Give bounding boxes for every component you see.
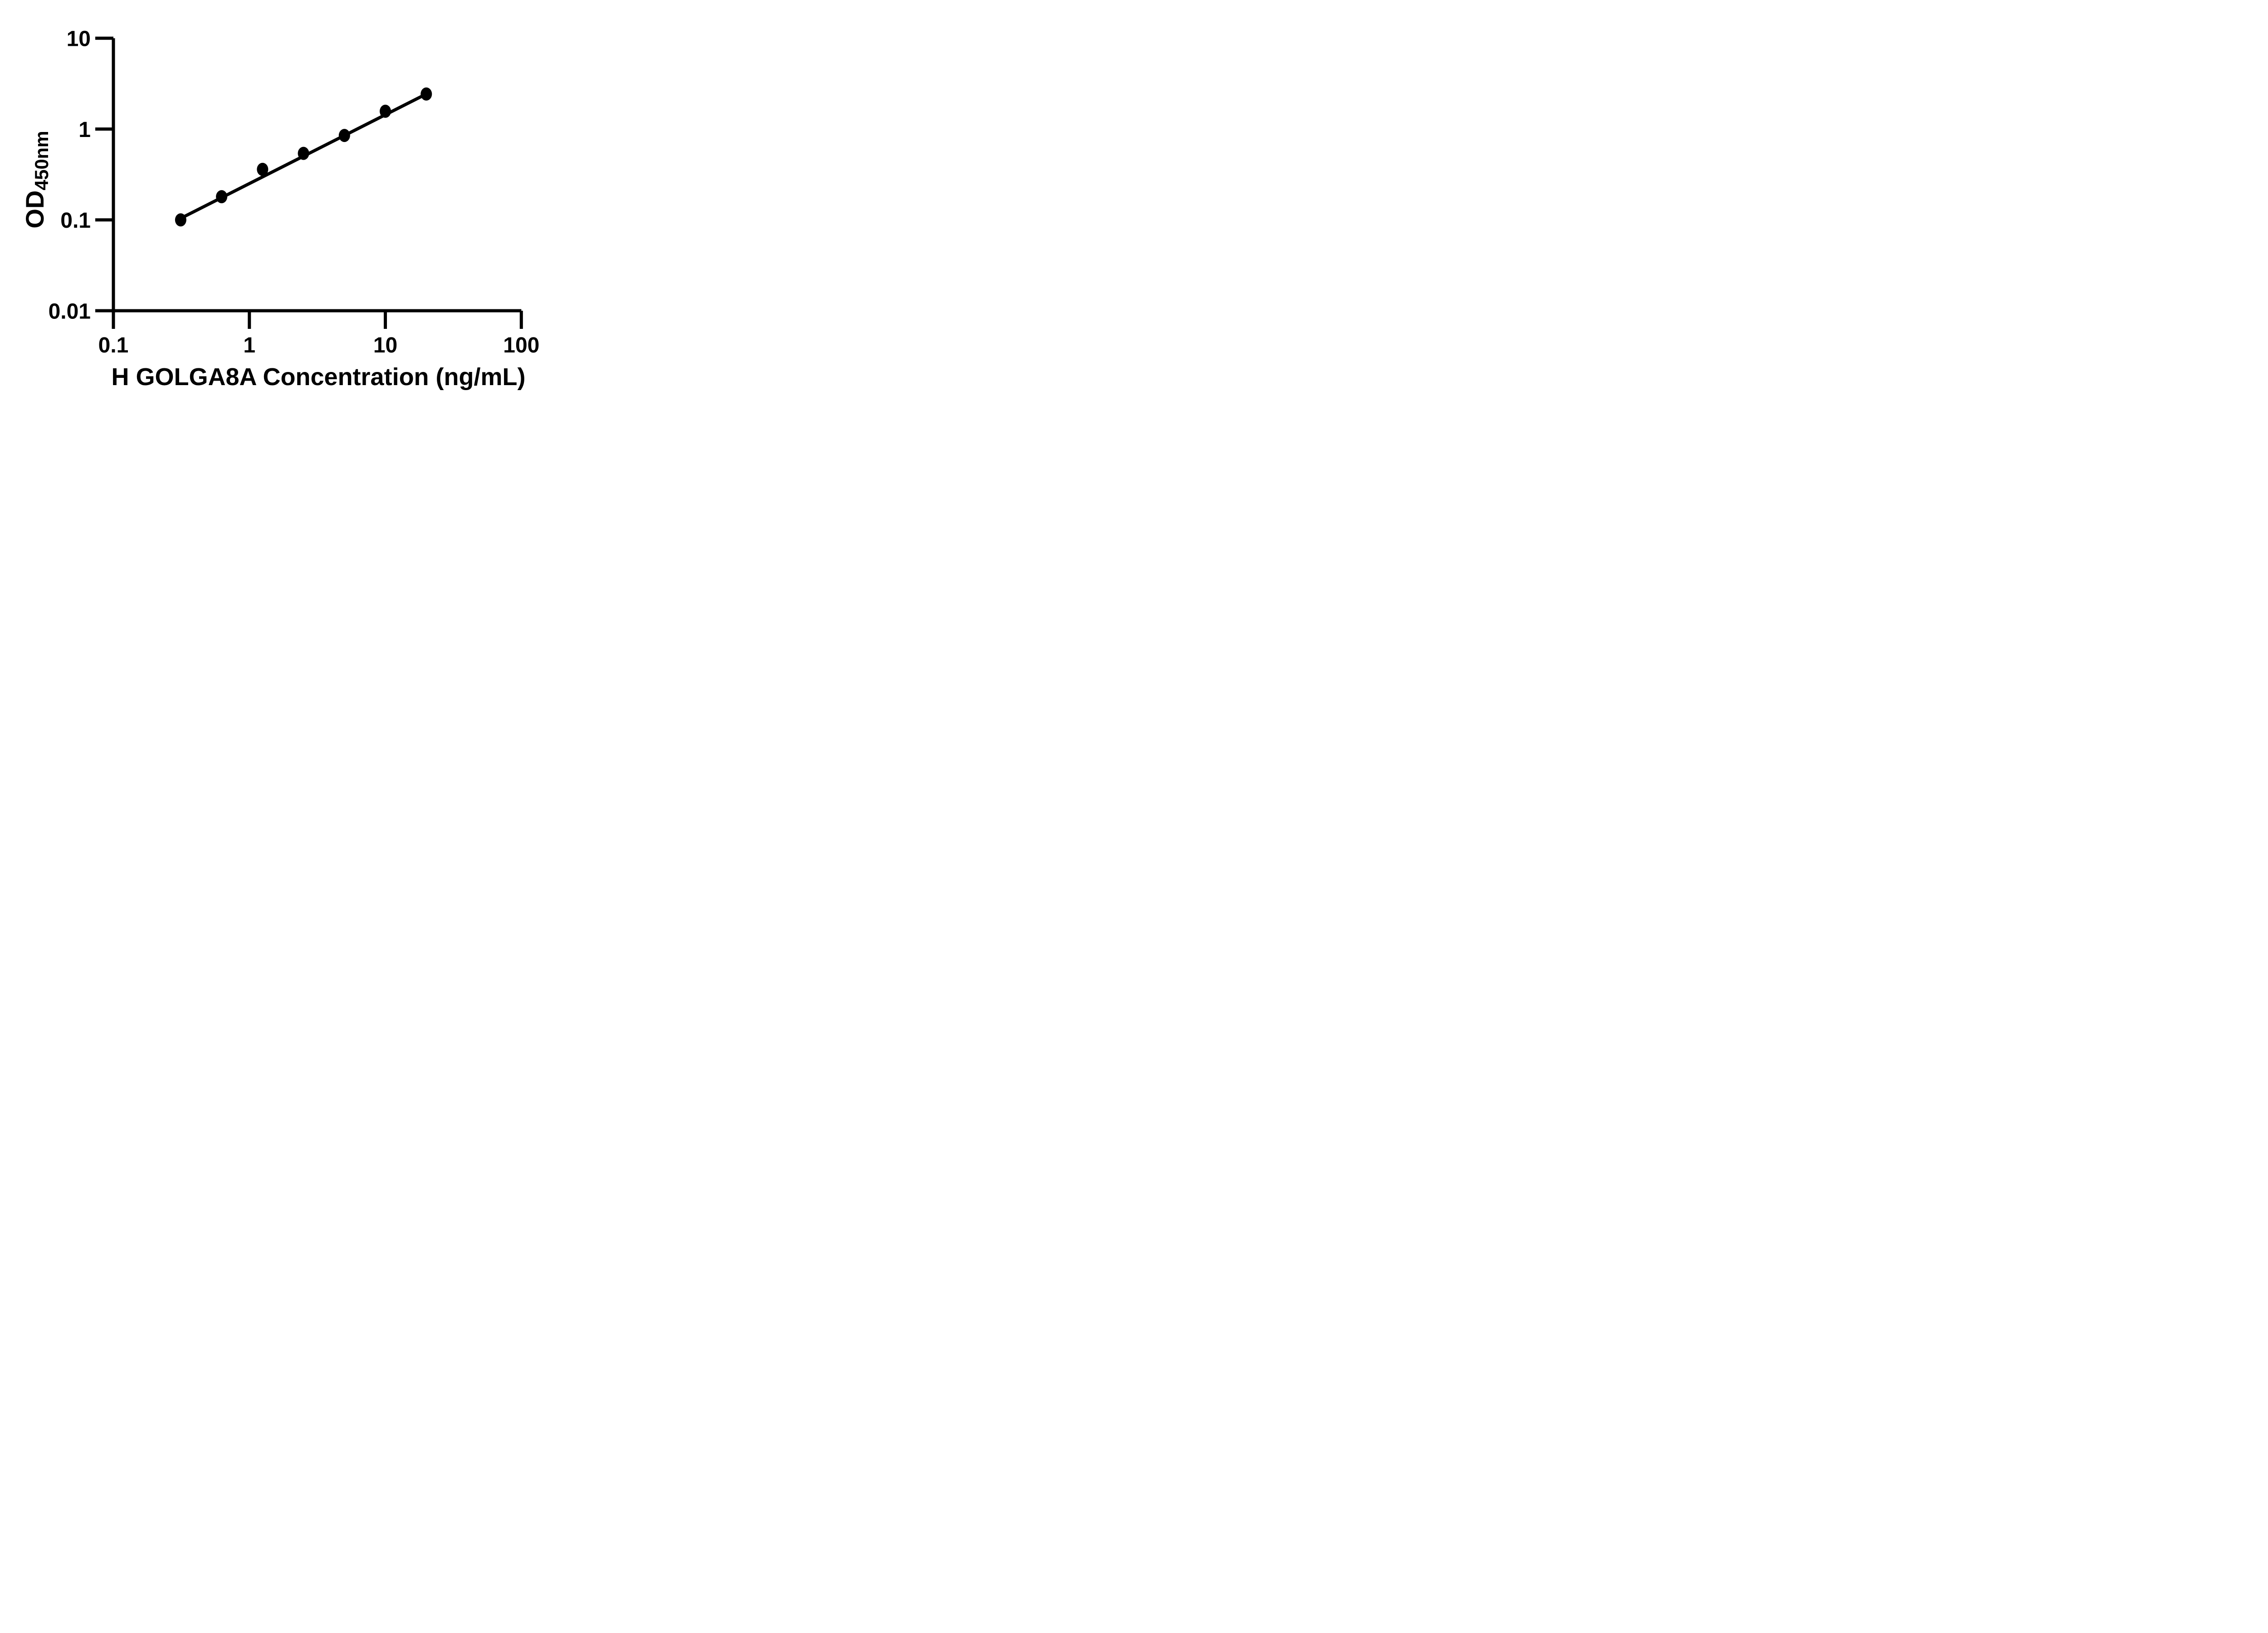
y-tick-label-0.01: 0.01 [49,299,91,323]
x-tick-label-100: 100 [503,333,539,357]
elisa-standard-curve-figure: 10 1 0.1 0.01 0.1 1 10 100 OD450nm H GOLGA8A Co… [0,0,583,408]
data-point-7 [420,87,432,101]
y-tick-label-10: 10 [67,27,91,51]
data-point-6 [380,104,391,118]
data-point-1 [175,213,186,227]
data-point-2 [216,190,228,204]
axis-frame [112,38,522,313]
x-tick-label-10: 10 [373,333,397,357]
y-axis-title-main: OD [20,190,49,229]
x-axis-title: H GOLGA8A Concentration (ng/mL) [111,363,526,391]
y-tick-label-1: 1 [78,118,91,142]
data-point-5 [338,129,350,142]
data-point-3 [257,162,269,176]
x-tick-label-0.1: 0.1 [98,333,129,357]
y-tick-label-0.1: 0.1 [60,209,91,233]
standard-curve-plot: 10 1 0.1 0.01 0.1 1 10 100 [49,27,540,357]
x-tick-label-1: 1 [243,333,255,357]
data-point-4 [298,147,309,160]
y-axis-title: OD450nm [20,131,53,228]
y-axis-title-subscript: 450nm [30,131,52,191]
